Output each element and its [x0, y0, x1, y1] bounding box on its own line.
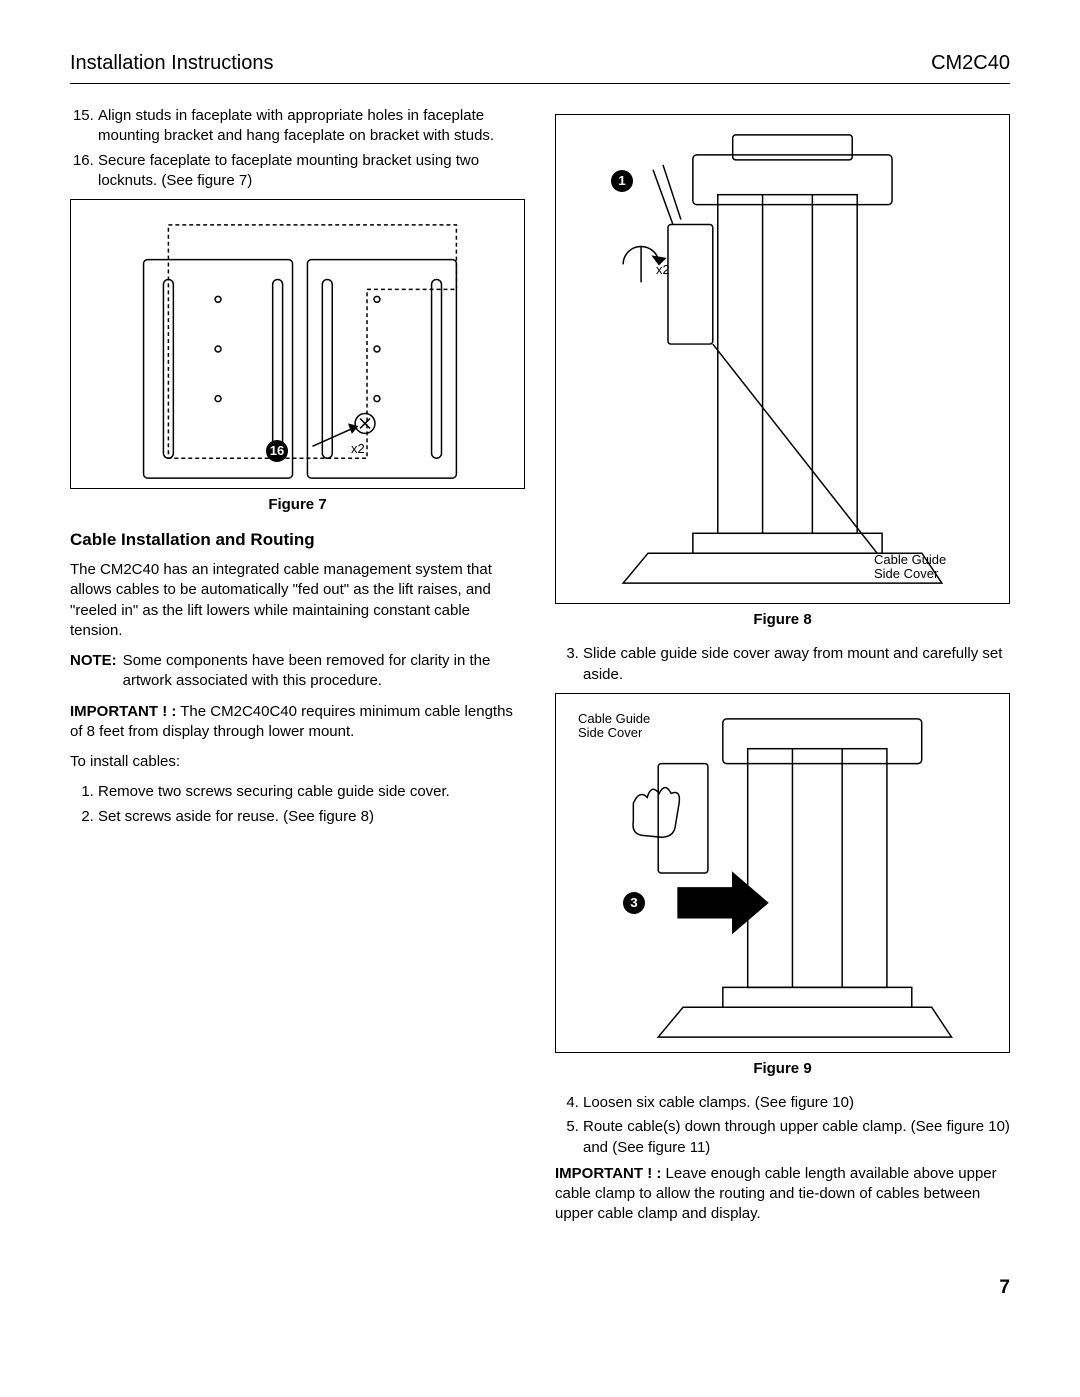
header-model: CM2C40 — [931, 50, 1010, 77]
figure-7-box: 16 x2 — [70, 199, 525, 489]
figure-9-step-badge: 3 — [623, 892, 645, 914]
left-column: Align studs in faceplate with appropriat… — [70, 106, 525, 1235]
step-4: Loosen six cable clamps. (See figure 10) — [583, 1093, 1010, 1113]
figure-7-caption: Figure 7 — [70, 495, 525, 515]
figure-9-box: Cable Guide Side Cover 3 — [555, 693, 1010, 1053]
figure-9-caption: Figure 9 — [555, 1059, 1010, 1079]
cable-intro: The CM2C40 has an integrated cable manag… — [70, 560, 525, 641]
note-label: NOTE: — [70, 651, 123, 692]
figure-7-step-badge: 16 — [266, 440, 288, 462]
step-15: Align studs in faceplate with appropriat… — [98, 106, 525, 147]
content-columns: Align studs in faceplate with appropriat… — [70, 106, 1010, 1235]
important-left-label: IMPORTANT ! : — [70, 703, 176, 720]
figure-8-step-badge: 1 — [611, 170, 633, 192]
steps-1-2: Remove two screws securing cable guide s… — [70, 782, 525, 827]
note-text: Some components have been removed for cl… — [123, 651, 525, 692]
right-column: 1 x2 Cable Guide Side Cover Figure 8 Sli… — [555, 106, 1010, 1235]
page-header: Installation Instructions CM2C40 — [70, 50, 1010, 84]
steps-15-16: Align studs in faceplate with appropriat… — [70, 106, 525, 191]
figure-8-box: 1 x2 Cable Guide Side Cover — [555, 114, 1010, 604]
step-16: Secure faceplate to faceplate mounting b… — [98, 151, 525, 192]
figure-9-svg — [556, 694, 1009, 1052]
figure-9-callout: Cable Guide Side Cover — [578, 712, 650, 741]
section-cable-routing: Cable Installation and Routing — [70, 529, 525, 552]
steps-4-5: Loosen six cable clamps. (See figure 10)… — [555, 1093, 1010, 1158]
figure-8-callout: Cable Guide Side Cover — [874, 553, 946, 582]
step-3: Slide cable guide side cover away from m… — [583, 644, 1010, 685]
step-2: Set screws aside for reuse. (See figure … — [98, 807, 525, 827]
step-5: Route cable(s) down through upper cable … — [583, 1117, 1010, 1158]
note-block: NOTE: Some components have been removed … — [70, 651, 525, 692]
step-1: Remove two screws securing cable guide s… — [98, 782, 525, 802]
important-right: IMPORTANT ! : Leave enough cable length … — [555, 1164, 1010, 1225]
steps-3: Slide cable guide side cover away from m… — [555, 644, 1010, 685]
header-title: Installation Instructions — [70, 50, 273, 77]
figure-8-caption: Figure 8 — [555, 610, 1010, 630]
important-right-label: IMPORTANT ! : — [555, 1165, 661, 1182]
figure-8-qty: x2 — [656, 263, 670, 277]
important-left: IMPORTANT ! : The CM2C40C40 requires min… — [70, 702, 525, 743]
install-lead-in: To install cables: — [70, 752, 525, 772]
figure-7-qty: x2 — [351, 442, 365, 456]
figure-7-svg — [71, 200, 524, 488]
page-number: 7 — [70, 1275, 1010, 1301]
